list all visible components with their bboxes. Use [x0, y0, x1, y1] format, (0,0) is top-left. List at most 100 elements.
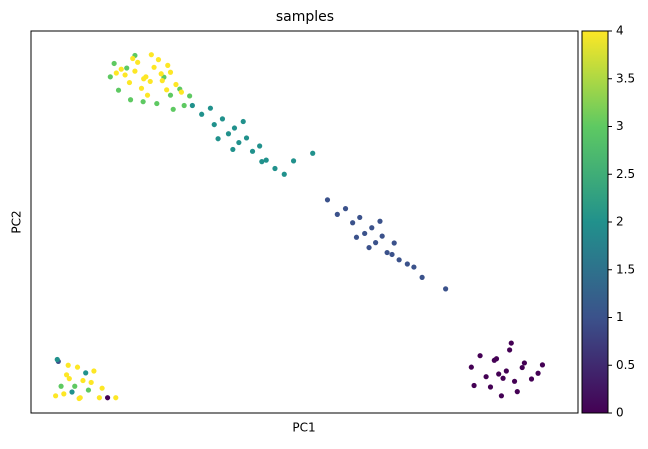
point — [389, 251, 395, 258]
point — [539, 362, 546, 368]
point — [491, 357, 497, 363]
point — [215, 136, 221, 142]
point — [69, 389, 75, 395]
point — [496, 371, 502, 377]
point — [508, 340, 514, 346]
point — [199, 111, 205, 117]
point — [83, 370, 89, 376]
point — [219, 116, 226, 122]
colorbar — [581, 30, 609, 414]
point — [135, 59, 141, 65]
colorbar-tick-label: 2.5 — [616, 167, 635, 181]
point — [419, 274, 425, 280]
point — [249, 148, 256, 154]
point — [290, 158, 297, 164]
point — [257, 143, 263, 149]
point — [54, 356, 60, 363]
point — [107, 74, 113, 80]
point — [236, 139, 242, 146]
colorbar-tick-label: 3 — [616, 119, 624, 133]
point — [411, 264, 417, 270]
point — [310, 150, 316, 156]
point — [181, 102, 187, 109]
point — [468, 364, 474, 370]
point — [519, 364, 525, 371]
point — [141, 76, 147, 82]
point — [111, 60, 117, 67]
point — [61, 391, 67, 397]
point — [66, 376, 72, 382]
point — [113, 70, 119, 76]
point — [147, 78, 153, 85]
point — [272, 165, 278, 172]
point — [384, 249, 390, 256]
point — [132, 68, 138, 74]
point — [187, 93, 193, 99]
point — [259, 159, 265, 165]
point — [357, 214, 363, 221]
colorbar-tick-label: 2 — [616, 215, 624, 229]
colorbar-tick-label: 1 — [616, 310, 624, 324]
point — [535, 370, 541, 376]
point — [167, 69, 174, 75]
colorbar-tick-label: 0 — [616, 406, 624, 420]
point — [148, 52, 154, 58]
point — [231, 125, 238, 131]
point — [155, 57, 162, 63]
point — [63, 372, 70, 378]
point — [118, 66, 124, 72]
point — [115, 87, 122, 93]
point — [85, 387, 92, 393]
point — [165, 62, 171, 68]
point — [396, 257, 402, 263]
point — [138, 85, 145, 91]
point — [521, 360, 527, 366]
colorbar-tick-label: 3.5 — [616, 71, 635, 85]
point — [124, 65, 130, 71]
point — [122, 72, 128, 78]
point — [99, 385, 105, 391]
colorbar-tick-label: 1.5 — [616, 262, 635, 276]
point — [144, 92, 151, 98]
point — [127, 97, 134, 103]
point — [154, 100, 160, 107]
point — [178, 89, 185, 95]
point — [487, 384, 494, 390]
point — [53, 393, 59, 399]
point — [342, 206, 349, 212]
point — [189, 102, 195, 109]
point — [377, 218, 383, 224]
point — [151, 64, 157, 70]
point — [443, 286, 449, 292]
point — [76, 395, 82, 402]
point — [243, 135, 250, 141]
point — [373, 240, 379, 246]
point — [207, 105, 214, 111]
point — [126, 79, 133, 86]
point — [240, 118, 246, 125]
point — [404, 261, 410, 267]
point — [350, 220, 356, 226]
point — [140, 99, 146, 105]
point — [324, 197, 331, 203]
point — [88, 379, 94, 386]
point — [263, 157, 269, 163]
plot-frame — [30, 30, 579, 414]
x-axis-label: PC1 — [292, 421, 315, 435]
point — [471, 382, 477, 389]
point — [281, 171, 287, 177]
point — [173, 81, 179, 88]
point — [230, 146, 236, 153]
point — [96, 395, 102, 401]
point — [503, 368, 509, 374]
point — [80, 377, 86, 384]
point — [72, 383, 78, 389]
point — [170, 106, 176, 112]
colorbar-tick-label: 0.5 — [616, 358, 635, 372]
point — [164, 87, 170, 93]
point — [334, 211, 340, 217]
point — [91, 368, 97, 374]
point — [477, 353, 483, 359]
point — [158, 71, 164, 77]
